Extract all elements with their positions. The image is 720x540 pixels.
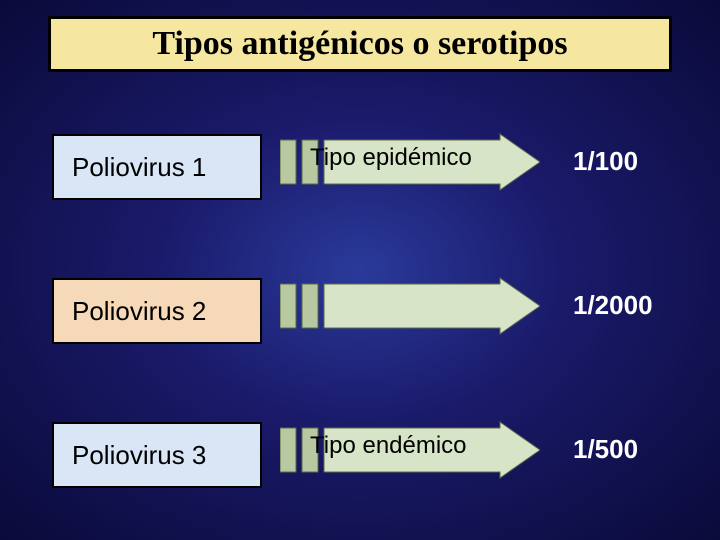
row-pv3: Poliovirus 3 Tipo endémico 1/500 bbox=[0, 416, 720, 506]
virus-label: Poliovirus 3 bbox=[72, 440, 206, 471]
arrow-pv2 bbox=[280, 276, 570, 336]
arrow-label-pv1: Tipo epidémico bbox=[310, 144, 510, 172]
ratio-pv2: 1/2000 bbox=[573, 290, 653, 321]
virus-box-pv2: Poliovirus 2 bbox=[52, 278, 262, 344]
arrow-label-pv3: Tipo endémico bbox=[310, 432, 510, 460]
virus-box-pv1: Poliovirus 1 bbox=[52, 134, 262, 200]
page-title: Tipos antigénicos o serotipos bbox=[152, 25, 567, 63]
row-pv2: Poliovirus 2 1/2000 bbox=[0, 272, 720, 362]
row-pv1: Poliovirus 1 Tipo epidémico 1/100 bbox=[0, 128, 720, 218]
ratio-pv3: 1/500 bbox=[573, 434, 638, 465]
virus-label: Poliovirus 2 bbox=[72, 296, 206, 327]
virus-box-pv3: Poliovirus 3 bbox=[52, 422, 262, 488]
title-box: Tipos antigénicos o serotipos bbox=[48, 16, 672, 72]
ratio-pv1: 1/100 bbox=[573, 146, 638, 177]
virus-label: Poliovirus 1 bbox=[72, 152, 206, 183]
